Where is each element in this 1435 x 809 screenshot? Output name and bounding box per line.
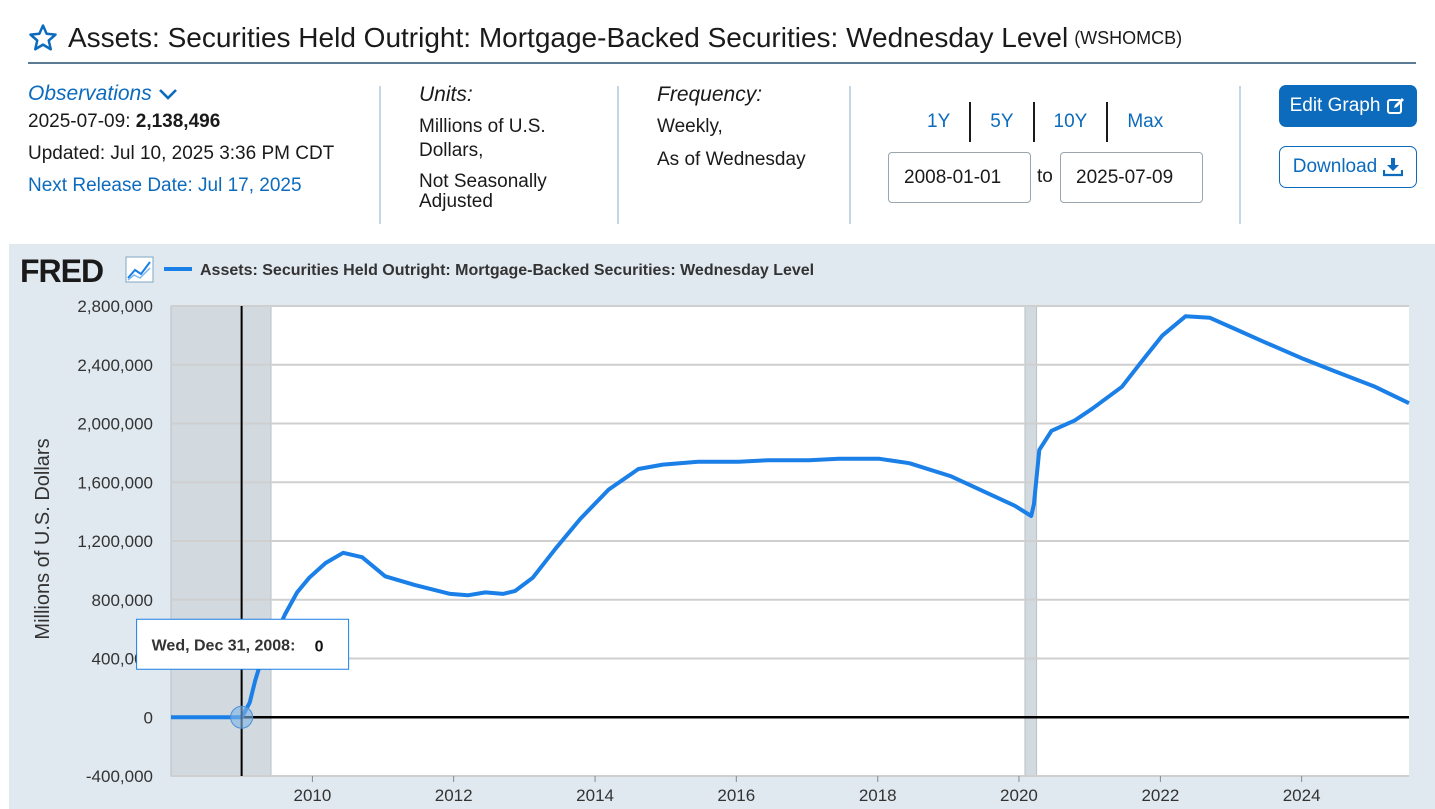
y-axis-ticks: -400,0000400,000800,0001,200,0001,600,00… xyxy=(77,297,153,786)
tooltip: Wed, Dec 31, 2008: 0 xyxy=(136,618,350,670)
updated-text: Updated: Jul 10, 2025 3:36 PM CDT xyxy=(28,143,335,164)
x-tick-label: 2014 xyxy=(576,786,614,805)
latest-observation-date: 2025-07-09: xyxy=(28,111,131,132)
y-tick-label: 0 xyxy=(144,708,153,727)
fred-chart[interactable]: FRED Assets: Securities Held Outright: M… xyxy=(9,244,1435,809)
y-tick-label: 2,000,000 xyxy=(77,415,153,434)
units-value-2: Not Seasonally Adjusted xyxy=(419,171,547,212)
series-line[interactable] xyxy=(171,314,1410,720)
range-buttons: 1Y 5Y 10Y Max xyxy=(908,102,1182,142)
range-10y-button[interactable]: 10Y xyxy=(1035,102,1109,142)
frequency-label: Frequency: xyxy=(657,83,763,106)
range-5y-button[interactable]: 5Y xyxy=(971,102,1035,142)
x-tick-label: 2024 xyxy=(1283,786,1321,805)
page-title: Assets: Securities Held Outright: Mortga… xyxy=(68,22,1069,53)
range-1y-button[interactable]: 1Y xyxy=(908,102,972,142)
y-tick-label: 2,400,000 xyxy=(77,356,153,375)
line-chart-icon[interactable] xyxy=(125,256,154,283)
to-label: to xyxy=(1037,166,1053,187)
tooltip-value: 0 xyxy=(315,638,324,655)
edit-graph-label: Edit Graph xyxy=(1289,95,1381,116)
units-label: Units: xyxy=(419,83,473,106)
latest-observation: 2025-07-09: 2,138,496 xyxy=(28,106,368,138)
y-axis-label: Millions of U.S. Dollars xyxy=(32,438,54,639)
download-button[interactable]: Download xyxy=(1279,146,1417,188)
observations-label: Observations xyxy=(28,82,152,105)
edit-pencil-icon xyxy=(1387,98,1405,114)
units-panel: Units: Millions of U.S. Dollars, Not Sea… xyxy=(419,82,599,224)
frequency-panel: Frequency: Weekly, As of Wednesday xyxy=(657,82,837,224)
observations-dropdown[interactable]: Observations xyxy=(28,82,178,106)
chart-panel: FRED Assets: Securities Held Outright: M… xyxy=(9,244,1435,809)
x-tick-label: 2010 xyxy=(294,786,332,805)
x-tick-label: 2020 xyxy=(1000,786,1038,805)
series-code: (WSHOMCB) xyxy=(1074,27,1183,48)
latest-observation-value: 2,138,496 xyxy=(135,111,221,132)
range-max-button[interactable]: Max xyxy=(1127,111,1164,132)
star-outline-icon[interactable] xyxy=(28,23,58,53)
x-tick-label: 2016 xyxy=(717,786,755,805)
title-bar: Assets: Securities Held Outright: Mortga… xyxy=(28,14,1416,64)
y-tick-label: 1,600,000 xyxy=(77,473,153,492)
download-icon xyxy=(1383,158,1404,177)
meta-divider xyxy=(379,86,381,224)
units-value-1: Millions of U.S. Dollars, xyxy=(419,116,546,161)
fred-logo: FRED xyxy=(20,253,103,289)
x-tick-label: 2012 xyxy=(435,786,473,805)
tooltip-date: Wed, Dec 31, 2008: xyxy=(152,637,296,654)
grid-lines xyxy=(171,305,1409,777)
x-axis-ticks: 2010 2012 2014 2016 2018 2020 2022 2024 xyxy=(294,776,1321,805)
meta-divider xyxy=(849,86,851,224)
meta-divider xyxy=(1239,86,1241,224)
series-meta: Observations 2025-07-09: 2,138,496 Updat… xyxy=(0,82,1435,227)
x-tick-label: 2018 xyxy=(859,786,897,805)
end-date-input[interactable] xyxy=(1060,152,1203,203)
chevron-down-icon xyxy=(158,89,177,100)
observations-panel: Observations 2025-07-09: 2,138,496 Updat… xyxy=(28,82,368,224)
start-date-input[interactable] xyxy=(888,152,1031,203)
next-release-link[interactable]: Next Release Date: Jul 17, 2025 xyxy=(28,175,302,196)
download-label: Download xyxy=(1292,156,1378,177)
edit-graph-button[interactable]: Edit Graph xyxy=(1279,85,1417,127)
y-tick-label: -400,000 xyxy=(86,767,153,786)
frequency-value-2: As of Wednesday xyxy=(657,149,806,170)
hover-point[interactable] xyxy=(230,705,254,729)
tooltip-box xyxy=(136,618,350,670)
y-tick-label: 1,200,000 xyxy=(77,532,153,551)
frequency-value-1: Weekly, xyxy=(657,116,723,137)
x-tick-label: 2022 xyxy=(1141,786,1179,805)
meta-divider xyxy=(617,86,619,224)
legend-label: Assets: Securities Held Outright: Mortga… xyxy=(200,262,814,279)
y-tick-label: 800,000 xyxy=(92,591,153,610)
y-tick-label: 2,800,000 xyxy=(77,297,153,316)
